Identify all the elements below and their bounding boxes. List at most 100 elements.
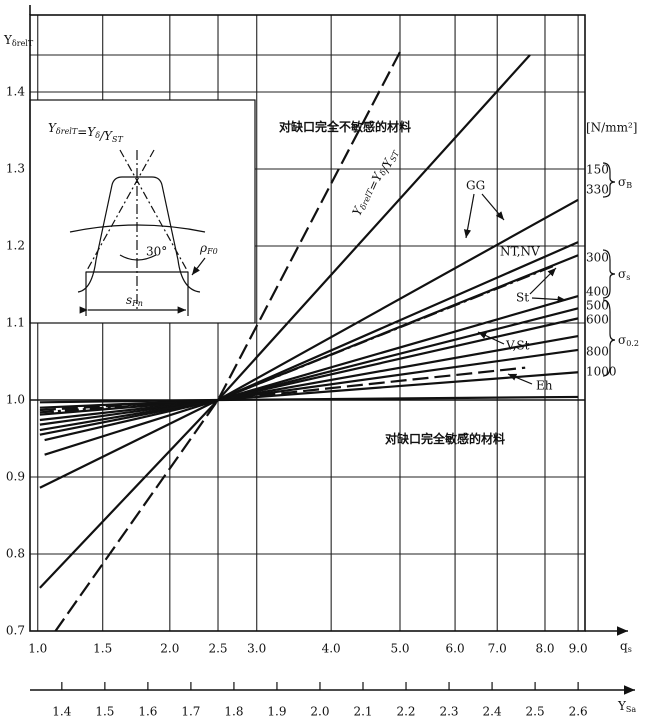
brace xyxy=(602,162,616,198)
group-label: σ0.2 xyxy=(618,333,639,349)
label-arrow xyxy=(531,295,567,304)
qs-tick-label: 1.0 xyxy=(28,642,47,656)
text-sub: Sa xyxy=(626,705,636,714)
x-axis-label: qs xyxy=(620,639,632,655)
text-sub: Fn xyxy=(131,299,143,308)
brace xyxy=(602,249,616,299)
y-tick-label: 1.0 xyxy=(6,393,25,407)
x-tick-label: 1.5 xyxy=(95,705,114,719)
text-main: s xyxy=(126,293,132,307)
material-label: GG xyxy=(466,179,485,193)
qs-tick-label: 6.0 xyxy=(446,642,465,656)
material-label: Eh xyxy=(536,379,553,393)
strength-label: 1000 xyxy=(586,365,617,379)
y-tick-label: 1.3 xyxy=(6,162,25,176)
group-label: σB xyxy=(618,175,632,191)
text-sub: s xyxy=(626,273,630,282)
strength-label: 150 xyxy=(586,163,609,177)
text-main: Y xyxy=(3,33,13,47)
qs-tick-label: 7.0 xyxy=(488,642,507,656)
label-arrow xyxy=(463,193,475,239)
y-tick-label: 1.4 xyxy=(6,85,25,99)
text-sub: ST xyxy=(112,135,123,144)
strength-label: 330 xyxy=(586,183,609,197)
thickness-label: sFn xyxy=(126,293,143,309)
x-tick-label: 2.4 xyxy=(483,705,502,719)
plot-frame xyxy=(29,14,586,632)
qs-tick-label: 2.0 xyxy=(160,642,179,656)
x-tick-label: 2.5 xyxy=(526,705,545,719)
x-tick-label: 2.0 xyxy=(310,705,329,719)
brace xyxy=(602,299,616,377)
inset-diagram xyxy=(29,99,256,324)
text-sub: B xyxy=(626,181,632,190)
x-tick-label: 1.6 xyxy=(138,705,157,719)
formula: YδrelT=Yδ/YST xyxy=(48,121,123,145)
inset-box xyxy=(29,99,256,324)
y-tick-label: 1.1 xyxy=(6,316,25,330)
text-main: Y xyxy=(617,699,627,713)
text-sub: s xyxy=(628,645,632,654)
x-tick-label: 2.3 xyxy=(439,705,458,719)
strength-label: 500 xyxy=(586,299,609,313)
strength-label: 300 xyxy=(586,251,609,265)
series-line xyxy=(54,51,401,631)
material-label: V,St xyxy=(505,339,530,353)
y-tick-label: 0.9 xyxy=(6,470,25,484)
label-arrow xyxy=(477,331,505,345)
strength-label: 600 xyxy=(586,313,609,327)
text-main: Y xyxy=(48,121,57,135)
strength-label: 800 xyxy=(586,345,609,359)
text-main: σ xyxy=(618,333,626,347)
material-label: St xyxy=(516,291,529,305)
angle-label: 30° xyxy=(146,245,167,259)
line-formula: YδrelT=Yδ/YST xyxy=(349,143,401,221)
material-label: NT,NV xyxy=(500,245,540,259)
text-sub: δrelT xyxy=(12,39,34,48)
label-arrow xyxy=(481,193,505,221)
x-tick-label: 1.4 xyxy=(52,705,71,719)
label-arrow xyxy=(507,373,533,385)
y-tick-label: 1.2 xyxy=(6,239,25,253)
x2-axis-label: YSa xyxy=(617,699,636,715)
y-tick-label: 0.8 xyxy=(6,547,25,561)
qs-tick-label: 1.5 xyxy=(93,642,112,656)
text-main: q xyxy=(620,639,628,653)
text-sub: F0 xyxy=(206,247,218,256)
x-tick-label: 2.2 xyxy=(396,705,415,719)
text-sub: ST xyxy=(388,149,401,163)
region-label: 对缺口完全敏感的材料 xyxy=(385,431,505,446)
text-sub: 0.2 xyxy=(626,339,639,348)
x-tick-label: 1.8 xyxy=(224,705,243,719)
qs-tick-label: 4.0 xyxy=(322,642,341,656)
qs-tick-label: 2.5 xyxy=(208,642,227,656)
x-tick-label: 2.6 xyxy=(569,705,588,719)
radius-arrow xyxy=(191,257,206,276)
tangent-line xyxy=(119,149,189,273)
label-arrow xyxy=(529,267,557,295)
text-main: σ xyxy=(618,267,626,281)
text-main: =Y xyxy=(77,125,96,139)
qs-tick-label: 9.0 xyxy=(569,642,588,656)
text-sub: δrelT xyxy=(56,127,78,136)
text-main: σ xyxy=(618,175,626,189)
strength-label: 400 xyxy=(586,285,609,299)
qs-tick-label: 5.0 xyxy=(390,642,409,656)
angle-arc xyxy=(119,254,157,261)
pitch-arc xyxy=(69,224,206,233)
text-sub: δ xyxy=(95,131,100,140)
region-label: 对缺口完全不敏感的材料 xyxy=(279,119,411,134)
radius-label: ρF0 xyxy=(199,241,218,257)
x-tick-label: 1.9 xyxy=(267,705,286,719)
x-tick-label: 1.7 xyxy=(181,705,200,719)
qs-tick-label: 8.0 xyxy=(535,642,554,656)
y-tick-label: 0.7 xyxy=(6,624,25,638)
x-tick-label: 2.1 xyxy=(353,705,372,719)
text-sub: δ xyxy=(378,169,388,177)
tangent-line xyxy=(85,149,155,273)
text-main: ρ xyxy=(199,241,207,255)
text-main: /Y xyxy=(99,129,113,143)
unit-label: [N/mm²] xyxy=(586,121,637,135)
qs-tick-label: 3.0 xyxy=(247,642,266,656)
